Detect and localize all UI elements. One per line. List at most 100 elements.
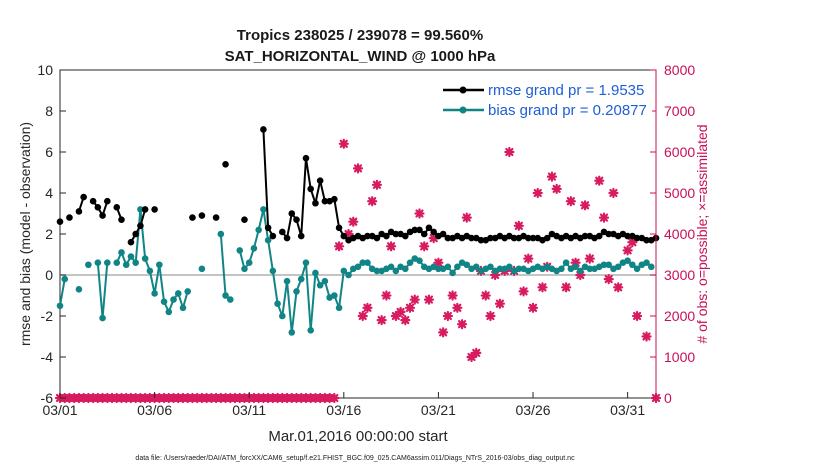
rmse-point-75 (524, 234, 532, 242)
rmse-point-12 (137, 222, 144, 230)
rmse-point-16 (198, 212, 206, 219)
x-tick-label-2: 03/11 (232, 402, 266, 418)
y-axis-label-right: # of obs: o=possible; ×=assimilated (694, 124, 710, 343)
bias-point-43 (312, 269, 319, 277)
bias-point-12 (137, 206, 144, 213)
bias-point-14 (146, 267, 154, 275)
rmse-point-13 (141, 206, 149, 213)
rmse-point-87 (581, 232, 589, 240)
rmse-point-5 (94, 204, 102, 211)
bias-point-1 (61, 275, 69, 283)
rmse-point-30 (312, 199, 319, 207)
obs-assimilated-marker-90 (480, 290, 491, 301)
rmse-point-36 (340, 232, 348, 240)
bias-point-2 (75, 286, 83, 293)
bias-point-44 (316, 281, 324, 289)
bias-segment-39 (290, 291, 298, 333)
rmse-point-28 (302, 154, 310, 162)
rmse-segment-28 (300, 158, 307, 237)
rmse-point-92 (605, 230, 612, 238)
obs-assimilated-marker-72 (395, 306, 406, 317)
bias-segment-49 (338, 270, 345, 308)
obs-assimilated-marker-84 (452, 302, 463, 313)
y-left-tick-label-6: 6 (45, 144, 53, 160)
obs-assimilated-marker-102 (537, 282, 548, 293)
bias-point-101 (586, 265, 594, 273)
rmse-point-49 (402, 232, 409, 240)
bias-point-71 (444, 263, 452, 271)
obs-assimilated-marker-76 (414, 208, 425, 219)
obs-assimilated-marker-110 (579, 200, 591, 211)
bias-point-110 (629, 261, 636, 269)
obs-assimilated-marker-115 (603, 274, 614, 285)
bias-segment-13 (139, 209, 147, 259)
rmse-segment-31 (314, 180, 322, 204)
bias-point-42 (307, 327, 314, 334)
rmse-point-96 (624, 232, 631, 240)
obs-assimilated-marker-104 (546, 171, 558, 182)
bias-point-59 (387, 263, 395, 271)
bias-point-80 (487, 263, 494, 271)
bias-point-60 (392, 267, 400, 275)
bias-point-98 (572, 263, 579, 271)
bias-segment-32 (257, 209, 265, 231)
bias-point-53 (359, 259, 367, 267)
legend-bias-marker (459, 106, 467, 114)
bias-point-104 (600, 261, 608, 269)
bias-point-49 (340, 267, 348, 275)
bias-point-15 (151, 290, 158, 297)
bias-point-31 (255, 226, 262, 234)
rmse-point-45 (383, 232, 390, 240)
ticks-layer: -6 -4 -2 0 2 4 6 8 10 0 1000 2000 3000 4000 5000 6000 70… (37, 62, 695, 418)
y-left-tick-label-3: 0 (45, 267, 53, 283)
data-file-footnote: data file: /Users/raeder/DAI/ATM_forcXX/… (135, 455, 575, 462)
bias-point-38 (288, 329, 296, 336)
rmse-point-20 (260, 126, 267, 133)
rmse-point-43 (373, 234, 381, 242)
bias-point-63 (406, 259, 414, 267)
obs-assimilated-marker-70 (386, 241, 397, 252)
rmse-point-8 (113, 204, 121, 211)
bias-point-41 (302, 259, 310, 267)
rmse-point-32 (321, 197, 329, 205)
bias-point-27 (236, 247, 244, 254)
legend-rmse-marker (459, 86, 467, 94)
chart-title-line1: Tropics 238025 / 239078 = 99.560% (237, 27, 483, 44)
bias-point-4 (94, 259, 102, 267)
obs-assimilated-marker-77 (419, 241, 430, 252)
bias-point-16 (156, 261, 163, 269)
bias-point-84 (506, 263, 513, 271)
rmse-point-34 (331, 195, 338, 203)
obs-assimilated-marker-58 (329, 392, 340, 404)
rmse-point-9 (118, 216, 125, 223)
bias-segment-15 (148, 270, 156, 294)
legend-bias-label: bias grand pr = 0.20877 (488, 102, 647, 119)
rmse-point-24 (283, 234, 291, 242)
obs-assimilated-marker-113 (594, 175, 605, 186)
bias-point-48 (335, 304, 343, 312)
rmse-point-22 (269, 232, 277, 240)
obs-assimilated-marker-99 (523, 253, 534, 264)
obs-assimilated-marker-81 (438, 327, 449, 338)
y-right-tick-label-5: 5000 (664, 185, 695, 201)
rmse-point-2 (75, 208, 83, 215)
rmse-point-4 (89, 197, 97, 205)
y-left-tick-label-0: -6 (41, 390, 54, 406)
rmse-point-41 (364, 232, 371, 240)
obs-assimilated-marker-74 (404, 302, 416, 313)
obs-assimilated-marker-98 (518, 286, 529, 297)
bias-point-36 (279, 312, 286, 320)
y-right-tick-label-0: 0 (664, 390, 672, 406)
obs-assimilated-marker-62 (348, 216, 359, 227)
rmse-segment-29 (304, 157, 312, 190)
obs-assimilated-marker-75 (409, 294, 420, 305)
bias-point-33 (264, 236, 272, 244)
bias-point-37 (283, 277, 291, 285)
x-tick-label-3: 03/16 (326, 402, 361, 418)
bias-point-9 (122, 261, 130, 269)
bias-point-7 (113, 259, 121, 267)
rmse-segment-25 (286, 213, 293, 239)
bias-point-5 (99, 314, 106, 322)
rmse-point-65 (477, 236, 485, 244)
bias-point-47 (331, 292, 338, 299)
